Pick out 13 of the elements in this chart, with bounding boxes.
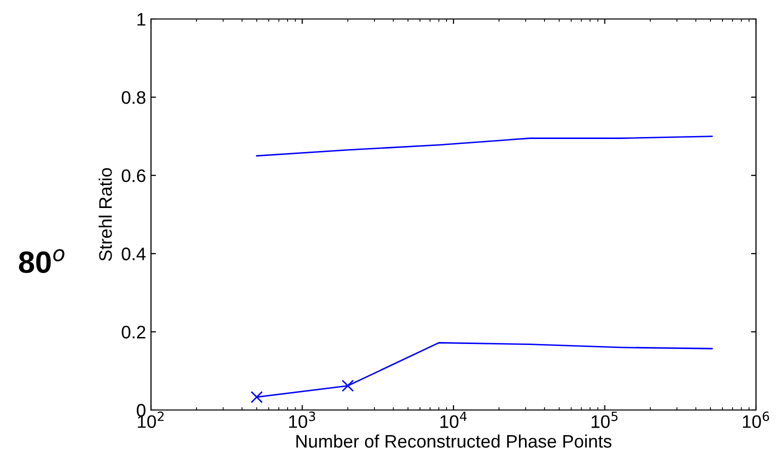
x-tick-label: 10$^{4}$ (440, 412, 467, 428)
y-tick-label: 0.2 (122, 326, 146, 339)
x-tick-label: 10$^{5}$ (592, 412, 618, 428)
line-series (256, 136, 713, 157)
x-axis-title: Number of Reconstructed Phase Points (296, 434, 612, 448)
x-tick-label: 10$^{6}$ (742, 412, 770, 428)
x-tick-label: 10$^{3}$ (289, 412, 316, 428)
y-axis-title: Strehl Ratio (98, 168, 112, 261)
y-tick-label: 0.8 (122, 91, 146, 104)
y-tick-label: 0.4 (122, 248, 146, 260)
y-tick-label: 1 (137, 13, 146, 26)
text: 80$^{o}$ (18, 249, 64, 274)
y-tick-label: 0.6 (122, 169, 146, 182)
